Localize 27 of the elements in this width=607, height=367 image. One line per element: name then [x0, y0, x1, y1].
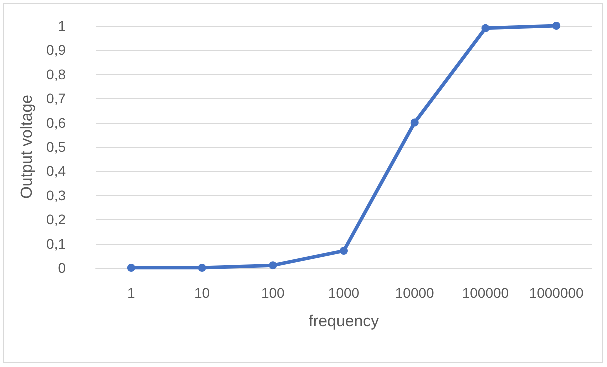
- x-axis-title: frequency: [308, 314, 380, 330]
- y-tick-label: 0,9: [46, 42, 66, 58]
- y-axis-title: Output voltage: [19, 94, 36, 200]
- point: [482, 24, 490, 32]
- x-tick-label: 10: [194, 285, 210, 301]
- point: [127, 264, 136, 272]
- point: [340, 247, 348, 256]
- y-tick-label: 0: [58, 260, 66, 276]
- point: [552, 22, 561, 30]
- point: [269, 262, 278, 270]
- y-tick-label: 0,7: [46, 90, 66, 107]
- y-tick-label: 0,5: [46, 139, 66, 155]
- point: [410, 118, 419, 127]
- x-tick-label: 1000000: [529, 285, 584, 301]
- y-tick-label: 0,2: [46, 212, 66, 228]
- x-tick-label: 10000: [395, 285, 435, 301]
- y-tick-label: 0,8: [46, 66, 66, 82]
- x-tick-label: 100000: [462, 285, 510, 301]
- point: [198, 264, 206, 272]
- y-tick-label: 0,1: [46, 236, 66, 252]
- y-tick-label: 0,4: [46, 163, 66, 180]
- y-tick-label: 0,6: [46, 114, 66, 131]
- x-tick-label: 100: [261, 285, 286, 301]
- x-tick-label: 1000: [328, 285, 360, 301]
- y-tick-label: 0,3: [46, 187, 66, 204]
- y-tick-label: 1: [58, 18, 66, 34]
- x-tick-label: 1: [128, 285, 136, 301]
